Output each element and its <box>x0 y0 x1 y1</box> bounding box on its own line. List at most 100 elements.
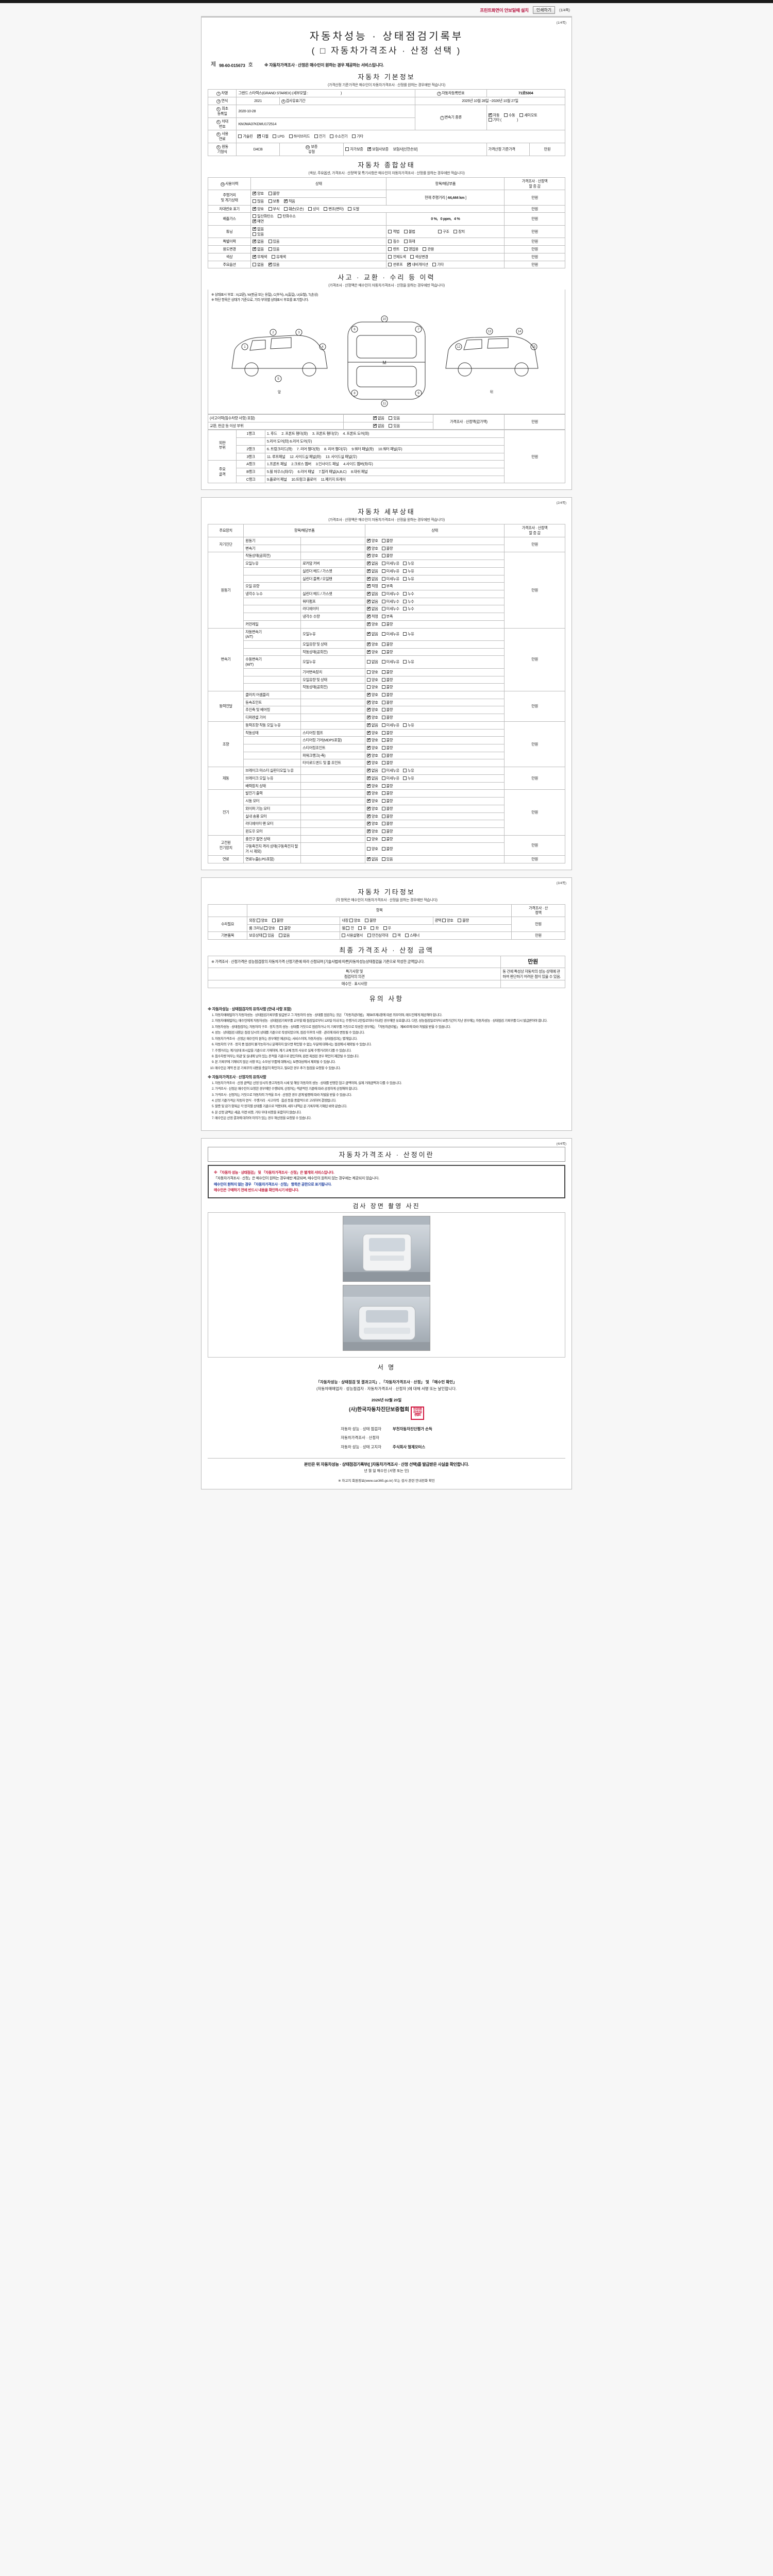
checkbox-icon[interactable] <box>381 723 385 727</box>
opt-양호[interactable]: 양호 <box>366 685 378 690</box>
checkbox-icon[interactable] <box>381 814 385 818</box>
opt-양호[interactable]: 양호 <box>366 715 378 720</box>
opt-양호[interactable]: 양호 <box>366 798 378 804</box>
opt-yes[interactable]: 있음 <box>268 239 279 244</box>
checkbox-icon[interactable] <box>366 828 371 834</box>
opt-불량[interactable]: 불량 <box>381 806 393 811</box>
opt-none[interactable]: 없음 <box>373 415 384 421</box>
fuel-opt-gasoline[interactable]: 가솔린 <box>238 134 253 139</box>
checkbox-icon[interactable] <box>253 206 257 211</box>
checkbox-icon[interactable] <box>381 584 385 588</box>
opt-미세누수[interactable]: 미세누수 <box>381 591 399 597</box>
opt-good[interactable]: 양호 <box>253 191 264 196</box>
checkbox-icon[interactable] <box>253 226 257 231</box>
opt-불량[interactable]: 불량 <box>381 791 393 796</box>
checkbox-icon[interactable] <box>381 538 385 543</box>
checkbox-icon[interactable] <box>366 753 371 758</box>
opt-누유[interactable]: 누유 <box>402 577 414 582</box>
opt-미세누수[interactable]: 미세누수 <box>381 599 399 604</box>
part-item[interactable]: 7. 리어 휀더(좌) <box>296 446 320 451</box>
checkbox-icon[interactable] <box>402 660 407 664</box>
checkbox-icon[interactable] <box>381 562 385 566</box>
opt-양호[interactable]: 양호 <box>366 677 378 683</box>
checkbox-icon[interactable] <box>410 255 414 259</box>
part-item[interactable]: 9.플로어 패널 <box>266 477 287 482</box>
checkbox-icon[interactable] <box>488 112 492 117</box>
checkbox-icon[interactable] <box>488 118 492 122</box>
checkbox-icon[interactable] <box>402 607 407 611</box>
opt-누수[interactable]: 누수 <box>402 599 414 604</box>
opt-양호[interactable]: 양호 <box>366 737 378 743</box>
checkbox-icon[interactable] <box>366 821 371 826</box>
part-item[interactable]: 10.쿼터 패널(우) <box>378 446 402 451</box>
checkbox-icon[interactable] <box>381 554 385 558</box>
opt-양호[interactable]: 양호 <box>366 760 378 766</box>
opt-미세누수[interactable]: 미세누수 <box>381 606 399 612</box>
checkbox-icon[interactable] <box>381 708 385 712</box>
checkbox-icon[interactable] <box>238 134 242 139</box>
checkbox-icon[interactable] <box>366 599 371 604</box>
opt-yes[interactable]: 있음 <box>268 247 279 252</box>
opt-full-paint[interactable]: 전체도색 <box>388 255 406 260</box>
opt-fire[interactable]: 화재 <box>404 239 415 244</box>
checkbox-icon[interactable] <box>381 632 385 636</box>
checkbox-icon[interactable] <box>308 207 312 211</box>
opt-양호[interactable]: 양호 <box>366 730 378 736</box>
fuel-opt-electric[interactable]: 전기 <box>314 134 326 139</box>
checkbox-icon[interactable] <box>253 214 257 218</box>
checkbox-icon[interactable] <box>253 199 257 204</box>
checkbox-icon[interactable] <box>381 731 385 735</box>
part-item[interactable]: 2.크로스 멤버 <box>291 462 311 467</box>
checkbox-icon[interactable] <box>366 722 371 727</box>
opt-bad[interactable]: 불량 <box>272 918 283 923</box>
opt-양호[interactable]: 양호 <box>366 700 378 705</box>
opt-none[interactable]: 없음 <box>253 246 264 252</box>
opt-불량[interactable]: 불량 <box>381 670 393 675</box>
opt-누유[interactable]: 누유 <box>402 569 414 574</box>
checkbox-icon[interactable] <box>268 199 272 204</box>
opt-none[interactable]: 없음 <box>253 262 264 267</box>
opt-불량[interactable]: 불량 <box>381 622 393 627</box>
part-item[interactable]: 8.대쉬 패널 <box>351 469 368 474</box>
checkbox-icon[interactable] <box>381 700 385 704</box>
opt-미세누유[interactable]: 미세누유 <box>381 768 399 773</box>
opt-none[interactable]: 없음 <box>373 423 384 429</box>
opt-양호[interactable]: 양호 <box>366 837 378 842</box>
part-item[interactable]: 9.쿼터 패널(좌) <box>351 446 374 451</box>
checkbox-icon[interactable] <box>366 692 371 697</box>
opt-불량[interactable]: 불량 <box>381 538 393 544</box>
checkbox-icon[interactable] <box>279 926 283 930</box>
opt-bad[interactable]: 불량 <box>279 926 291 931</box>
opt-미세누유[interactable]: 미세누유 <box>381 632 399 637</box>
opt-미세누유[interactable]: 미세누유 <box>381 561 399 566</box>
checkbox-icon[interactable] <box>388 229 392 233</box>
part-item[interactable]: 12. 사이드실 패널(좌) <box>290 454 321 459</box>
checkbox-icon[interactable] <box>381 716 385 720</box>
checkbox-icon[interactable] <box>402 569 407 573</box>
checkbox-icon[interactable] <box>366 546 371 551</box>
opt-erased[interactable]: 도말 <box>348 207 359 212</box>
checkbox-icon[interactable] <box>381 569 385 573</box>
checkbox-icon[interactable] <box>381 857 385 861</box>
checkbox-icon[interactable] <box>346 926 350 930</box>
checkbox-icon[interactable] <box>366 621 371 626</box>
checkbox-icon[interactable] <box>402 723 407 727</box>
opt-yes[interactable]: 있음 <box>389 416 400 421</box>
checkbox-icon[interactable] <box>268 240 272 244</box>
checkbox-icon[interactable] <box>268 247 272 251</box>
opt-right[interactable]: 우 <box>383 926 391 931</box>
opt-불량[interactable]: 불량 <box>381 799 393 804</box>
opt-no[interactable]: 없음 <box>278 933 290 938</box>
checkbox-icon[interactable] <box>402 591 407 596</box>
checkbox-icon[interactable] <box>404 240 408 244</box>
checkbox-icon[interactable] <box>381 829 385 833</box>
opt-left[interactable]: 좌 <box>371 926 379 931</box>
checkbox-icon[interactable] <box>366 715 371 720</box>
checkbox-icon[interactable] <box>407 262 411 267</box>
part-item[interactable]: 4. 프론트 도어(좌) <box>343 431 369 436</box>
checkbox-icon[interactable] <box>366 856 371 861</box>
opt-good[interactable]: 양호 <box>256 918 267 923</box>
checkbox-icon[interactable] <box>314 134 318 139</box>
opt-불량[interactable]: 불량 <box>381 738 393 743</box>
checkbox-icon[interactable] <box>402 577 407 581</box>
